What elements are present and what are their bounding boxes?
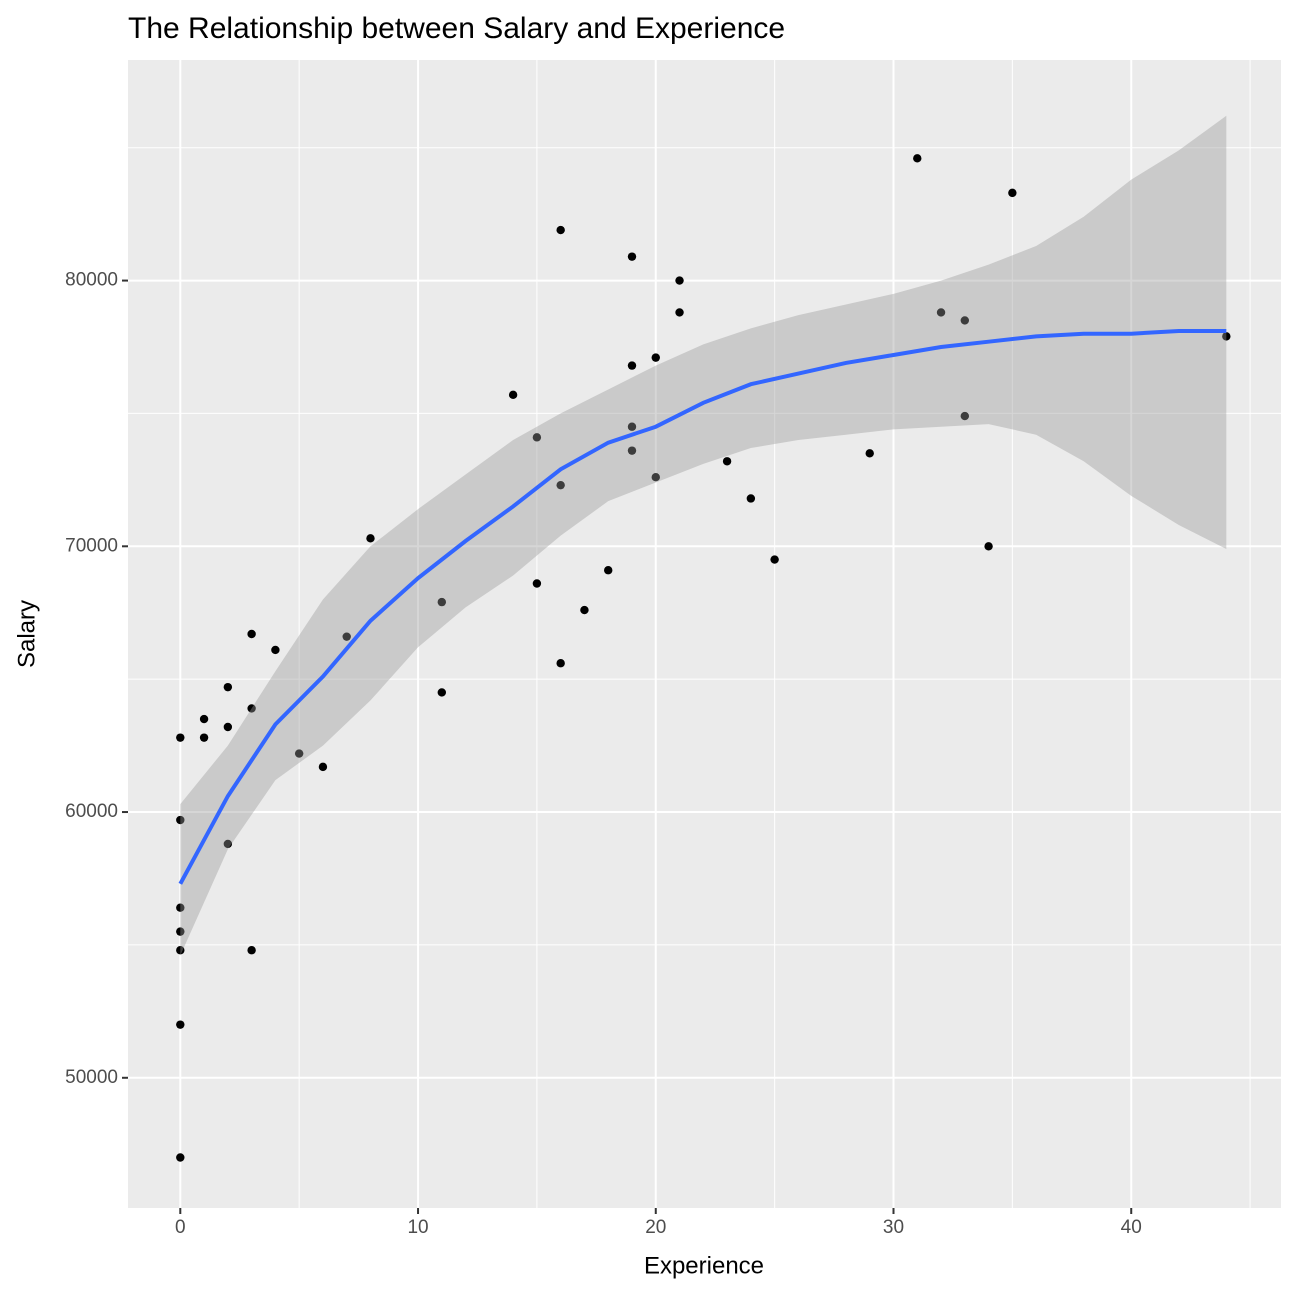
point — [627, 422, 637, 431]
x-tick-label: 40 — [1121, 1217, 1142, 1238]
point — [746, 494, 756, 503]
point — [223, 722, 233, 732]
x-tick-label: 10 — [407, 1217, 428, 1238]
point — [627, 252, 637, 261]
point — [342, 632, 351, 641]
point — [675, 308, 684, 317]
point — [1008, 188, 1017, 198]
x-tick-label: 0 — [175, 1217, 186, 1238]
point — [176, 903, 185, 912]
point — [722, 457, 732, 466]
point — [984, 542, 993, 551]
point — [960, 411, 970, 421]
point — [865, 449, 874, 458]
point — [556, 480, 565, 490]
point — [604, 566, 613, 575]
point — [770, 555, 779, 564]
point — [247, 946, 256, 955]
x-axis-title: Experience — [644, 1252, 764, 1279]
chart-title: The Relationship between Salary and Expe… — [128, 12, 785, 45]
point — [960, 316, 970, 325]
point — [627, 361, 637, 370]
point — [199, 733, 209, 742]
y-tick-label: 60000 — [65, 801, 118, 822]
point — [199, 714, 209, 724]
y-tick-label: 80000 — [65, 270, 118, 291]
point — [437, 688, 447, 697]
point — [223, 839, 233, 849]
point — [627, 446, 637, 455]
point — [532, 433, 542, 442]
x-tick-label: 20 — [645, 1217, 666, 1238]
point — [247, 704, 256, 713]
point — [247, 629, 256, 639]
point — [913, 154, 922, 163]
point — [651, 473, 660, 482]
y-tick-label: 70000 — [65, 535, 118, 556]
point — [366, 534, 375, 543]
point — [580, 605, 589, 615]
point — [294, 749, 304, 758]
point — [936, 308, 946, 317]
point — [508, 390, 518, 400]
y-axis-title: Salary — [13, 600, 40, 668]
point — [1222, 332, 1231, 341]
point — [176, 1020, 185, 1029]
point — [223, 682, 233, 692]
panel — [128, 60, 1281, 1208]
point — [556, 225, 565, 235]
x-tick-label: 30 — [883, 1217, 904, 1238]
point — [176, 815, 185, 825]
point — [176, 1153, 185, 1162]
smooth-line — [178, 329, 1227, 885]
point — [532, 579, 542, 588]
y-tick-label: 50000 — [65, 1067, 118, 1088]
point — [176, 927, 185, 936]
point — [556, 659, 565, 668]
point — [651, 353, 660, 362]
point — [176, 733, 185, 742]
point — [675, 276, 684, 285]
confidence-band — [180, 115, 1227, 956]
point — [437, 597, 447, 607]
point — [318, 762, 328, 772]
point — [271, 645, 280, 655]
point — [176, 946, 185, 955]
